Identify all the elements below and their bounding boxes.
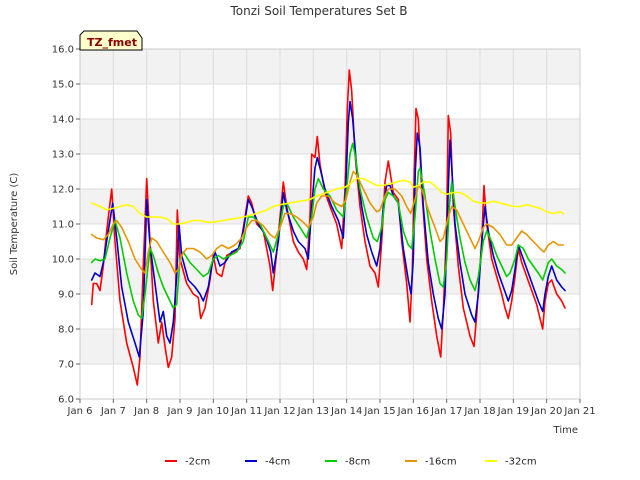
y-tick-label: 9.0: [58, 290, 74, 301]
badge-label: TZ_fmet: [87, 36, 137, 49]
series-line-8cm: [90, 142, 566, 320]
series-line-32cm: [90, 177, 565, 225]
x-tick-label: Jan 20: [530, 406, 562, 417]
badge-shape: [79, 30, 143, 51]
x-tick-label: Jan 16: [397, 406, 429, 417]
y-tick-label: 11.0: [52, 220, 74, 231]
y-tick-label: 6.0: [58, 395, 74, 406]
plot-band: [80, 49, 580, 84]
series-line-4cm: [90, 100, 566, 358]
x-tick-label: Jan 18: [463, 406, 495, 417]
chart-title: Tonzi Soil Temperatures Set B: [230, 4, 408, 18]
station-badge: TZ_fmet: [79, 30, 143, 51]
legend-label: -16cm: [425, 457, 457, 468]
x-axis-title: Time: [553, 425, 578, 436]
x-tick-label: Jan 6: [67, 406, 93, 417]
x-tick-label: Jan 13: [297, 406, 329, 417]
y-tick-label: 10.0: [52, 255, 74, 266]
legend: -2cm -4cm -8cm -16cm -32cm: [165, 457, 537, 468]
plot-bands: [80, 49, 580, 399]
y-axis-ticks: 6.0 7.0 8.0 9.0 10.0 11.0 12.0 13.0 14.0 15.0 16.0: [52, 45, 80, 406]
x-tick-label: Jan 14: [330, 406, 362, 417]
plot-band: [80, 119, 580, 154]
x-tick-label: Jan 8: [133, 406, 159, 417]
y-tick-label: 14.0: [52, 115, 74, 126]
x-tick-label: Jan 19: [497, 406, 529, 417]
y-tick-label: 8.0: [58, 325, 74, 336]
x-tick-label: Jan 21: [563, 406, 595, 417]
y-tick-label: 16.0: [52, 45, 74, 56]
legend-label: -8cm: [345, 457, 370, 468]
legend-label: -4cm: [265, 457, 290, 468]
series-lines: [90, 69, 566, 386]
plot-band: [80, 154, 580, 189]
x-tick-label: Jan 9: [167, 406, 193, 417]
x-tick-label: Jan 12: [263, 406, 295, 417]
y-tick-label: 13.0: [52, 150, 74, 161]
x-tick-label: Jan 7: [100, 406, 126, 417]
series-line-16cm: [90, 170, 565, 274]
plot-band: [80, 364, 580, 399]
legend-label: -32cm: [505, 457, 537, 468]
legend-label: -2cm: [185, 457, 210, 468]
y-tick-label: 15.0: [52, 80, 74, 91]
x-axis-ticks: Jan 6 Jan 7 Jan 8 Jan 9 Jan 10 Jan 11 Jan 12 Ja…: [67, 399, 596, 417]
x-tick-label: Jan 15: [363, 406, 395, 417]
x-tick-label: Jan 11: [230, 406, 262, 417]
y-axis-title: Soil Temperature (C): [9, 173, 20, 276]
y-tick-label: 12.0: [52, 185, 74, 196]
x-tick-label: Jan 10: [197, 406, 229, 417]
x-tick-label: Jan 17: [430, 406, 462, 417]
plot-band: [80, 84, 580, 119]
plot-band: [80, 329, 580, 364]
y-tick-label: 7.0: [58, 360, 74, 371]
